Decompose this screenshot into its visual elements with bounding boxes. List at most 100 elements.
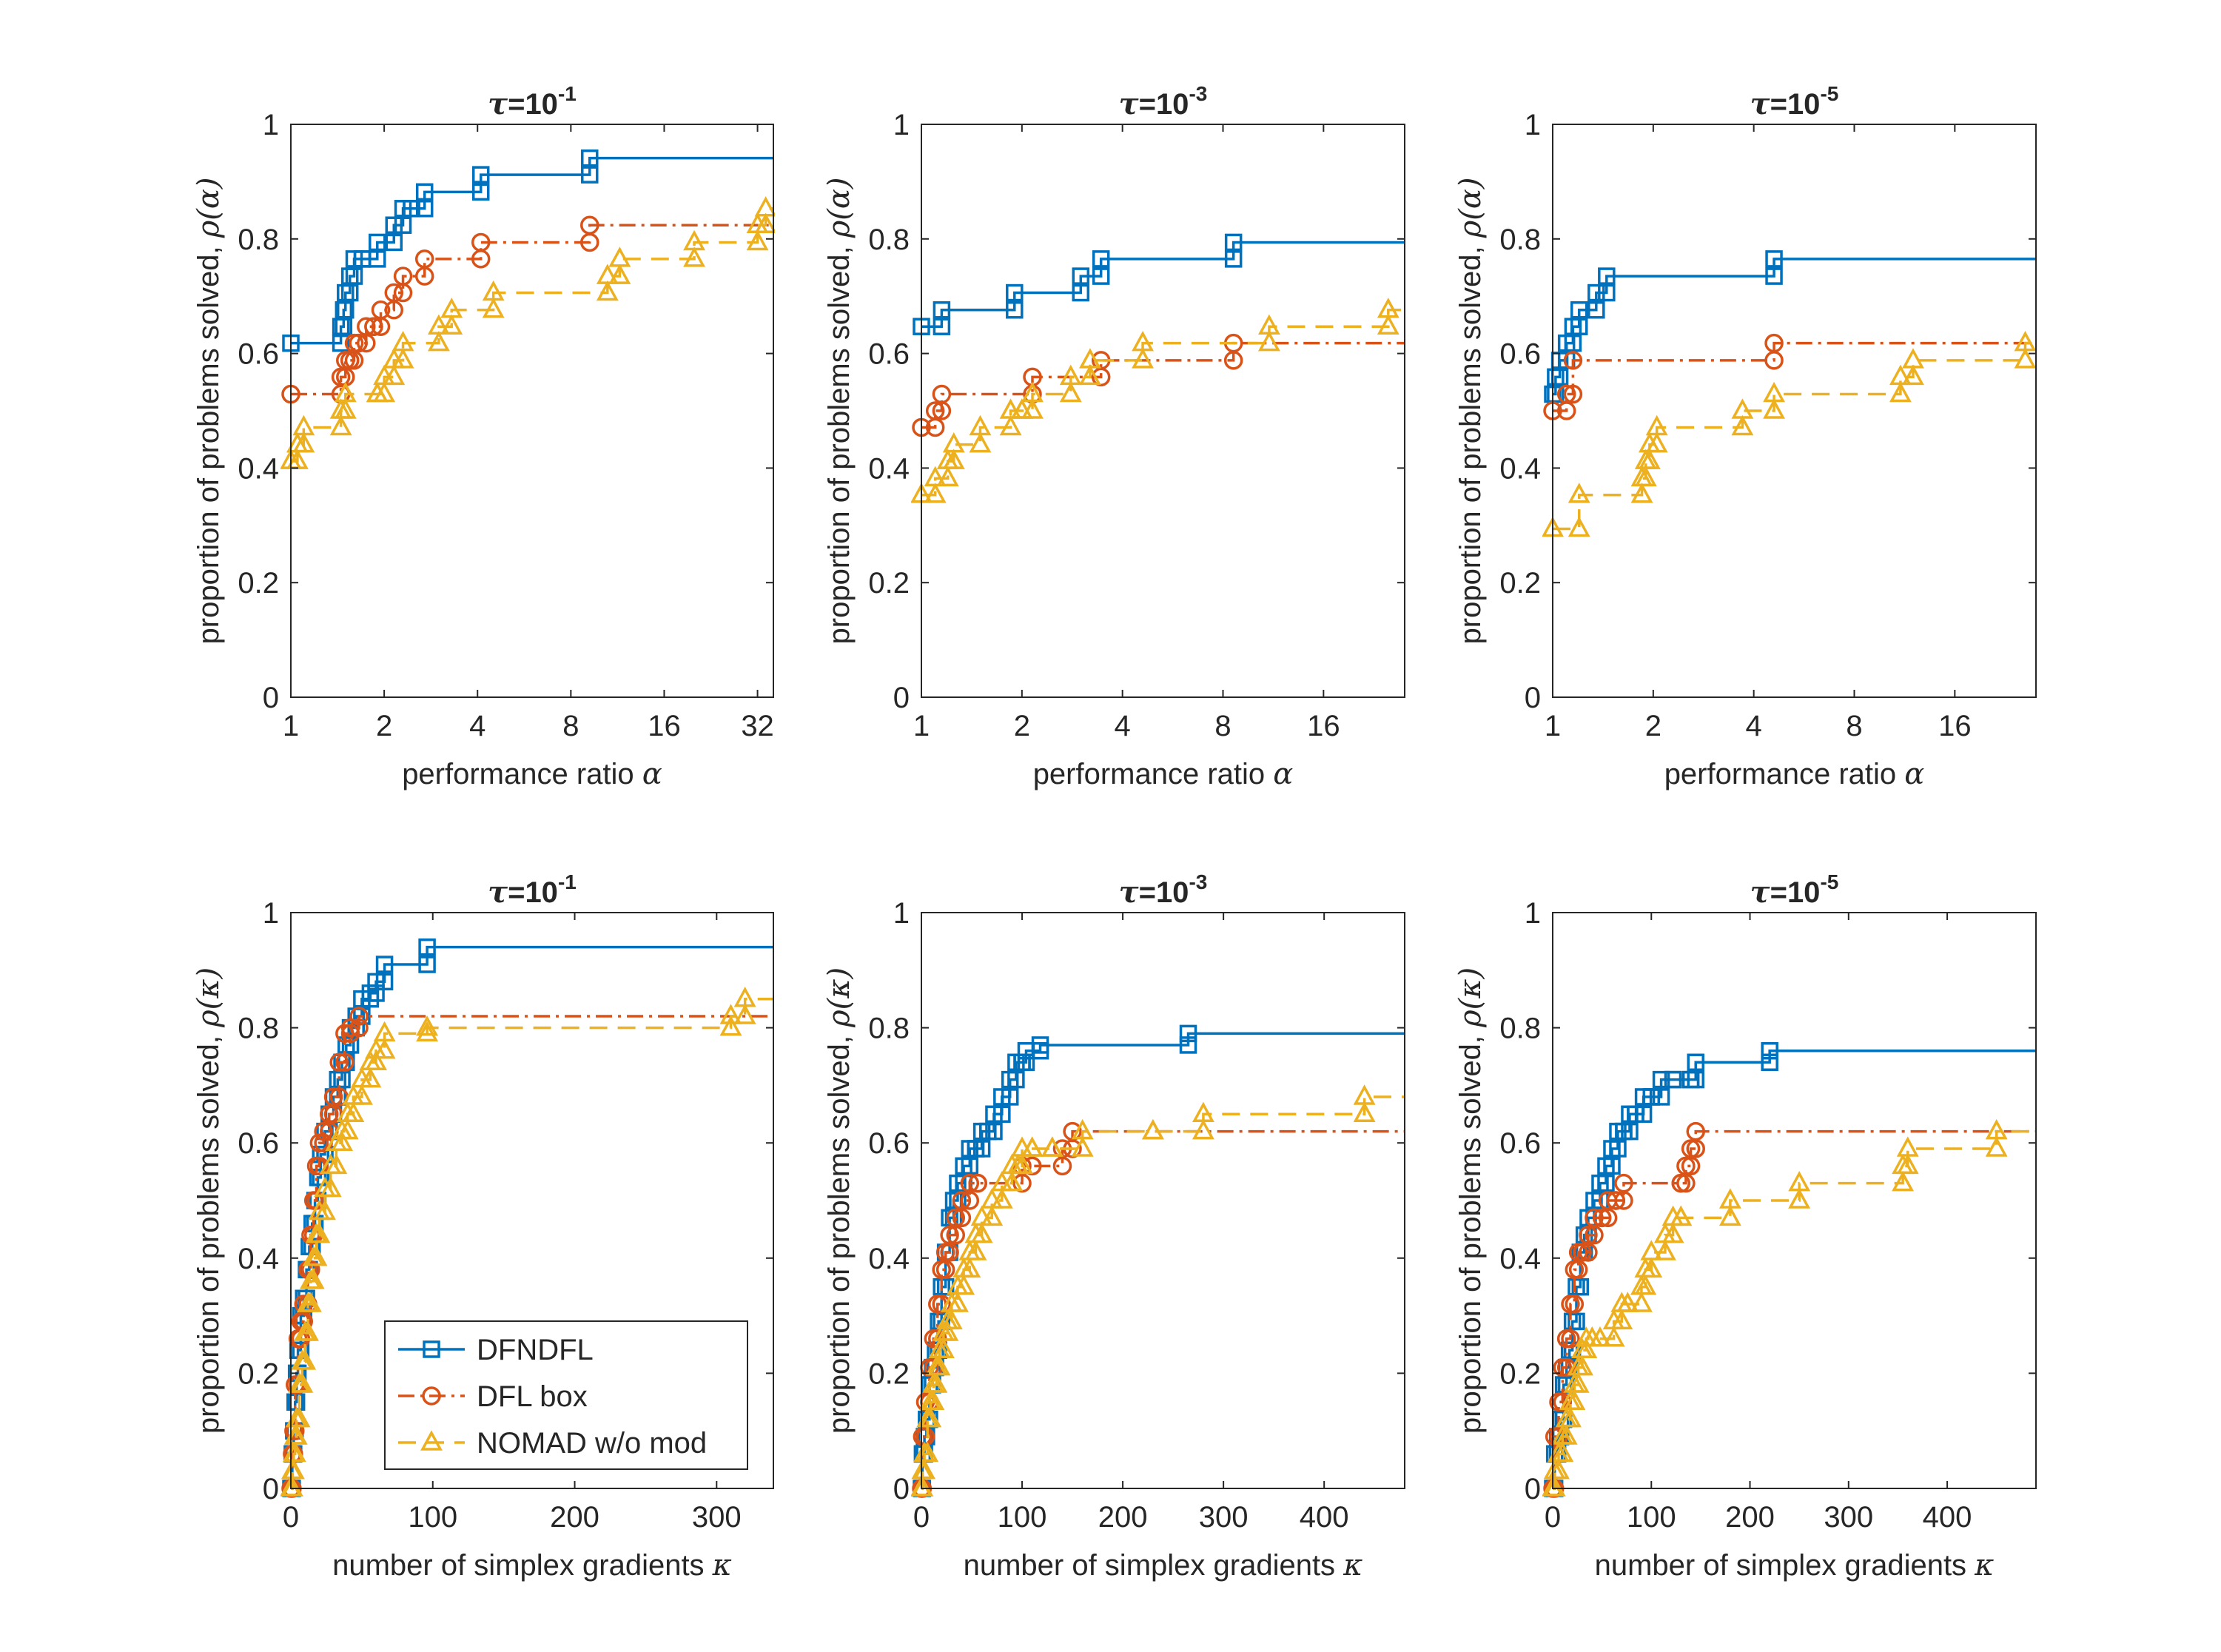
data-point [285, 1424, 308, 1445]
y-tick-label: 0.4 [238, 452, 279, 485]
data-point [1671, 1173, 1690, 1193]
data-point [1587, 283, 1605, 302]
data-point [1559, 1406, 1582, 1428]
y-tick-label: 0.8 [868, 1013, 910, 1045]
panel-3: 1 2 4 8 16 0 0.2 0.4 0.6 0.8 1 τ=10-5 performance ra… [1454, 82, 2037, 791]
data-point [350, 1084, 373, 1105]
data-point [1567, 1372, 1590, 1393]
axes-box [1552, 912, 2037, 1489]
data-point [1132, 331, 1155, 352]
data-point [925, 401, 945, 420]
data-point [952, 1191, 972, 1210]
panel-1: 1 2 4 8 16 32 0 0.2 0.4 0.6 0.8 1 τ=10-1 performance … [192, 82, 775, 791]
data-point [385, 216, 403, 234]
y-tick-label: 0.6 [238, 338, 279, 371]
x-tick-label: 1 [913, 710, 930, 742]
series-dfndfl [913, 233, 1405, 335]
data-point [1007, 1070, 1025, 1089]
data-point [383, 364, 406, 386]
data-point [1603, 1157, 1621, 1175]
y-tick-label: 0 [1525, 1473, 1541, 1505]
x-tick-label: 1 [283, 710, 299, 742]
data-point [1763, 398, 1786, 419]
plot-area [921, 913, 1405, 1488]
series-line [1553, 1129, 2036, 1490]
series-nomad-w-o-mod [911, 298, 1405, 503]
x-tick-label: 4 [1115, 710, 1131, 742]
data-point [1634, 1275, 1657, 1295]
data-point [1670, 1205, 1693, 1226]
data-point [1597, 1174, 1615, 1192]
data-point [345, 267, 363, 285]
data-point [375, 956, 394, 973]
data-point [294, 1349, 317, 1370]
x-tick-label: 8 [562, 710, 579, 742]
data-point [968, 1173, 987, 1193]
y-axis-label: proportion of problems solved, ρ(κ) [822, 967, 856, 1434]
axes-box [290, 912, 774, 1489]
data-point [1377, 314, 1400, 335]
data-point [1634, 466, 1657, 487]
data-point [960, 1173, 980, 1193]
series-dfl-box [1543, 333, 2036, 420]
data-point [302, 1269, 325, 1289]
data-point [1563, 384, 1583, 404]
data-point [2014, 348, 2037, 369]
x-tick-label: 0 [913, 1501, 930, 1534]
data-point [1602, 1326, 1625, 1347]
data-point [375, 973, 394, 991]
y-tick-label: 0.2 [238, 1357, 279, 1390]
data-point [1563, 351, 1583, 370]
data-point [1579, 1225, 1598, 1245]
y-tick-label: 0.2 [868, 567, 910, 600]
legend-item: DFNDFL [398, 1334, 594, 1366]
legend-marker [420, 1430, 443, 1451]
data-point [384, 283, 404, 303]
data-point [357, 317, 376, 336]
data-point [999, 398, 1022, 419]
y-axis-label: proportion of problems solved, ρ(α) [192, 178, 226, 645]
data-point [754, 196, 775, 217]
data-point [1001, 1171, 1024, 1192]
data-point [719, 1015, 742, 1036]
y-tick-label: 0 [1525, 682, 1541, 714]
y-tick-label: 1 [893, 109, 910, 141]
data-point [1621, 1122, 1639, 1141]
data-point [1788, 1188, 1811, 1209]
data-point [364, 317, 383, 336]
data-point [1192, 1118, 1214, 1140]
data-point [1001, 1088, 1019, 1106]
series-line [1553, 341, 2036, 412]
data-point [299, 1292, 322, 1312]
series-dfl-box [1543, 1121, 2036, 1498]
data-point [334, 381, 357, 403]
data-point [1071, 1136, 1094, 1157]
data-point [1543, 1476, 1566, 1497]
data-point [1571, 1277, 1590, 1296]
data-point [1645, 414, 1668, 436]
data-point [932, 1295, 951, 1314]
data-point [416, 1021, 439, 1042]
panel-title: τ=10-3 [1119, 870, 1208, 910]
plot-area [921, 124, 1405, 697]
data-point [335, 1052, 355, 1072]
data-point [922, 1389, 945, 1411]
x-tick-label: 8 [1214, 710, 1231, 742]
data-point [369, 233, 386, 252]
x-tick-label: 200 [550, 1501, 599, 1534]
legend-marker [422, 1386, 441, 1406]
data-point [1041, 1136, 1064, 1157]
data-point [1556, 384, 1576, 404]
data-point [373, 1021, 396, 1042]
data-point [1616, 1292, 1639, 1312]
x-tick-label: 8 [1846, 710, 1862, 742]
data-point [1614, 1173, 1633, 1193]
data-point [342, 1101, 365, 1123]
data-point [1681, 1139, 1701, 1158]
data-point [683, 229, 706, 251]
panel-title: τ=10-5 [1750, 870, 1839, 910]
series-line [1553, 258, 2036, 396]
data-point [683, 246, 706, 267]
y-tick-label: 0.8 [868, 224, 910, 256]
